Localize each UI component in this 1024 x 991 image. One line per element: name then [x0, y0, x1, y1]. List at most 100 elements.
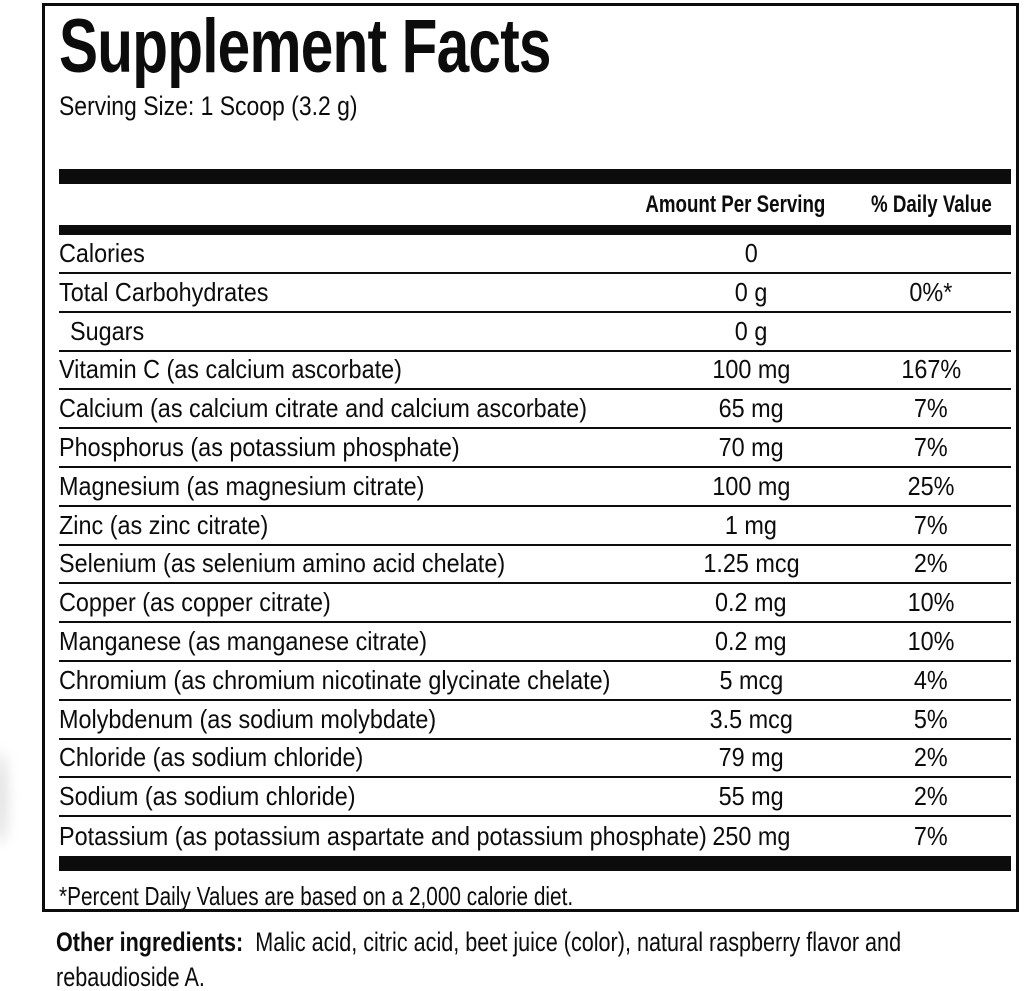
nutrient-dv: 7% — [851, 510, 1011, 541]
nutrient-amount-text: 1.25 mcg — [702, 548, 800, 579]
table-row: Selenium (as selenium amino acid chelate… — [59, 546, 1011, 585]
daily-value-footnote-text: *Percent Daily Values are based on a 2,0… — [59, 880, 574, 911]
nutrient-dv-text: 7% — [914, 509, 948, 540]
nutrient-name-text: Calcium (as calcium citrate and calcium … — [59, 393, 587, 424]
nutrient-amount: 100 mg — [651, 354, 851, 385]
nutrient-dv-text: 167% — [901, 354, 961, 385]
header-amount-per-serving: Amount Per Serving — [620, 191, 851, 219]
nutrient-amount-text: 250 mg — [711, 821, 791, 852]
column-header-row: Amount Per Serving % Daily Value — [59, 184, 1011, 225]
nutrient-amount: 79 mg — [651, 742, 851, 773]
nutrient-dv: 167% — [851, 354, 1011, 385]
nutrient-dv-text: 0%* — [909, 276, 953, 307]
table-row: Phosphorus (as potassium phosphate) 70 mg… — [59, 429, 1011, 468]
nutrient-dv: 0%* — [851, 277, 1011, 308]
nutrient-amount-text: 0.2 mg — [715, 626, 787, 657]
nutrient-dv: 5% — [851, 704, 1011, 735]
nutrient-dv: 25% — [851, 471, 1011, 502]
nutrient-amount: 250 mg — [651, 821, 851, 852]
table-row: Potassium (as potassium aspartate and po… — [59, 817, 1011, 856]
nutrient-amount: 100 mg — [651, 471, 851, 502]
nutrient-amount-text: 70 mg — [718, 432, 784, 463]
nutrient-name: Phosphorus (as potassium phosphate) — [59, 432, 651, 463]
nutrient-dv-text: 5% — [914, 703, 948, 734]
nutrient-name: Vitamin C (as calcium ascorbate) — [59, 354, 651, 385]
nutrient-amount: 0 — [651, 238, 851, 269]
table-row: Calcium (as calcium citrate and calcium … — [59, 390, 1011, 430]
nutrient-dv: 10% — [851, 626, 1011, 657]
nutrient-amount-text: 1 mg — [724, 509, 778, 540]
nutrient-name: Calcium (as calcium citrate and calcium … — [59, 393, 651, 424]
daily-value-footnote: *Percent Daily Values are based on a 2,0… — [59, 879, 1011, 913]
nutrient-amount: 0 g — [651, 316, 851, 347]
nutrient-name-text: Potassium (as potassium aspartate and po… — [59, 821, 707, 852]
nutrient-name: Molybdenum (as sodium molybdate) — [59, 704, 651, 735]
panel-title-text: Supplement Facts — [59, 4, 551, 89]
nutrient-name-text: Copper (as copper citrate) — [59, 587, 331, 618]
nutrient-dv-text: 7% — [914, 393, 948, 424]
other-ingredients-text: Malic acid, citric acid, beet juice (col… — [56, 927, 902, 991]
table-row: Chloride (as sodium chloride) 79 mg 2% — [59, 740, 1011, 779]
table-row: Manganese (as manganese citrate) 0.2 mg 10… — [59, 623, 1011, 662]
other-ingredients: Other ingredients: Malic acid, citric ac… — [56, 925, 1016, 991]
nutrient-name-text: Selenium (as selenium amino acid chelate… — [59, 548, 506, 579]
table-row: Zinc (as zinc citrate) 1 mg 7% — [59, 507, 1011, 546]
table-row: Sodium (as sodium chloride) 55 mg 2% — [59, 778, 1011, 818]
nutrient-name: Selenium (as selenium amino acid chelate… — [59, 548, 651, 579]
nutrient-amount: 0 g — [651, 277, 851, 308]
nutrient-dv-text: 10% — [907, 626, 955, 657]
other-ingredients-label: Other ingredients: — [56, 927, 244, 957]
nutrient-name: Sodium (as sodium chloride) — [59, 781, 651, 812]
table-row: Calories 0 — [59, 235, 1011, 274]
table-row: Magnesium (as magnesium citrate) 100 mg 25… — [59, 468, 1011, 507]
serving-size: Serving Size: 1 Scoop (3.2 g) — [59, 89, 1011, 123]
nutrient-name: Calories — [59, 238, 651, 269]
nutrient-table: Calories 0 Total Carbohydrates 0 g 0%* Sugars… — [59, 235, 1011, 856]
table-row: Total Carbohydrates 0 g 0%* — [59, 274, 1011, 313]
nutrient-dv-text: 25% — [907, 470, 955, 501]
nutrient-amount: 0.2 mg — [651, 626, 851, 657]
table-row: Chromium (as chromium nicotinate glycina… — [59, 662, 1011, 701]
header-rule — [59, 225, 1011, 236]
nutrient-name-text: Manganese (as manganese citrate) — [59, 626, 428, 657]
nutrient-amount: 65 mg — [651, 393, 851, 424]
scan-artifact — [0, 752, 8, 844]
nutrient-dv-text: 2% — [914, 742, 948, 773]
nutrient-name: Sugars — [59, 316, 651, 347]
header-daily-value-text: % Daily Value — [870, 190, 992, 218]
nutrient-dv-text: 10% — [907, 587, 955, 618]
thick-rule-top — [59, 169, 1011, 185]
nutrient-name-text: Magnesium (as magnesium citrate) — [59, 470, 425, 501]
header-amount-text: Amount Per Serving — [645, 190, 826, 218]
nutrient-name-text: Phosphorus (as potassium phosphate) — [59, 432, 460, 463]
nutrient-name-text: Total Carbohydrates — [59, 276, 269, 307]
nutrient-amount: 70 mg — [651, 432, 851, 463]
nutrient-dv: 7% — [851, 393, 1011, 424]
nutrient-dv: 2% — [851, 781, 1011, 812]
nutrient-amount: 55 mg — [651, 781, 851, 812]
thick-rule-bottom — [59, 855, 1011, 871]
nutrient-dv: 10% — [851, 587, 1011, 618]
nutrient-name-text: Chromium (as chromium nicotinate glycina… — [59, 664, 611, 695]
nutrient-amount-text: 5 mcg — [719, 664, 783, 695]
nutrient-dv-text: 7% — [914, 821, 948, 852]
table-row: Sugars 0 g — [59, 313, 1011, 352]
nutrient-name-text: Molybdenum (as sodium molybdate) — [59, 703, 437, 734]
table-row: Copper (as copper citrate) 0.2 mg 10% — [59, 584, 1011, 624]
nutrient-dv-text: 2% — [914, 548, 948, 579]
nutrient-amount-text: 3.5 mcg — [709, 703, 793, 734]
nutrient-dv-text: 2% — [914, 781, 948, 812]
nutrient-dv: 2% — [851, 548, 1011, 579]
nutrient-name-text: Chloride (as sodium chloride) — [59, 742, 364, 773]
nutrient-name: Zinc (as zinc citrate) — [59, 510, 651, 541]
nutrient-amount: 1.25 mcg — [651, 548, 851, 579]
supplement-facts-panel: Supplement Facts Serving Size: 1 Scoop (… — [42, 3, 1019, 912]
nutrient-name: Chloride (as sodium chloride) — [59, 742, 651, 773]
nutrient-name-text: Sodium (as sodium chloride) — [59, 781, 356, 812]
nutrient-amount-text: 79 mg — [718, 742, 784, 773]
serving-size-text: Serving Size: 1 Scoop (3.2 g) — [59, 91, 358, 122]
nutrient-name-text: Sugars — [70, 315, 145, 346]
nutrient-name-text: Vitamin C (as calcium ascorbate) — [59, 354, 402, 385]
nutrient-name-text: Zinc (as zinc citrate) — [59, 509, 269, 540]
nutrient-name: Manganese (as manganese citrate) — [59, 626, 651, 657]
